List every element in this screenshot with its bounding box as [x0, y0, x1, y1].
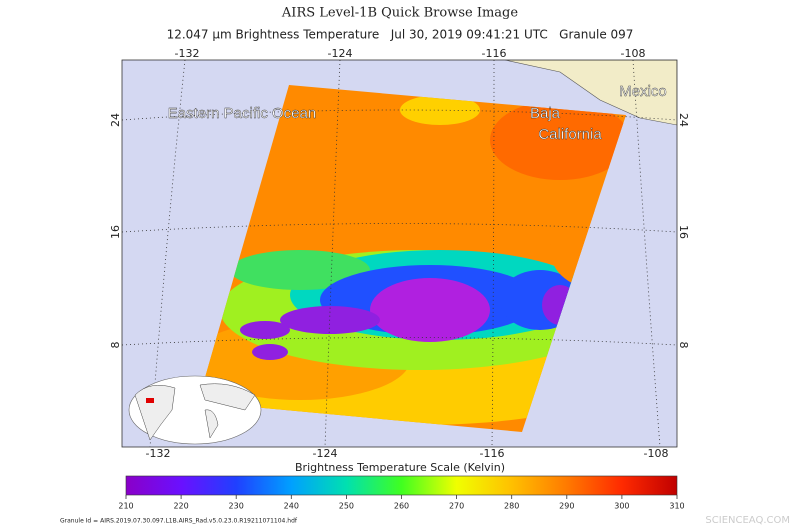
watermark: SCIENCEAQ.COM: [705, 515, 790, 526]
lon-label: -132: [175, 47, 200, 60]
colorbar-tick-label: 280: [504, 502, 519, 511]
lat-label: 8: [677, 342, 690, 349]
colorbar-tick-label: 240: [284, 502, 299, 511]
lon-label: -124: [328, 47, 353, 60]
granule-id: Granule Id = AIRS.2019.07.30.097.L1B.AIR…: [60, 518, 298, 525]
swath: [198, 85, 626, 432]
colorbar: [125, 475, 678, 496]
lon-label: -124: [313, 447, 338, 460]
colorbar-tick-label: 230: [229, 502, 244, 511]
lat-label: 16: [677, 225, 690, 239]
lon-label: -132: [146, 447, 171, 460]
colorbar-tick-label: 250: [339, 502, 354, 511]
colorbar-tick-label: 260: [394, 502, 409, 511]
lat-label: 24: [677, 113, 690, 127]
place-label: Baja: [530, 105, 561, 122]
lon-label: -108: [644, 447, 669, 460]
lon-label: -108: [621, 47, 646, 60]
lat-label: 24: [109, 113, 122, 127]
colorbar-tick-label: 290: [559, 502, 574, 511]
frame: [121, 59, 678, 448]
lat-label: 8: [109, 342, 122, 349]
colorbar-tick-label: 270: [449, 502, 464, 511]
colorbar-tick-label: 220: [173, 502, 188, 511]
place-label: California: [538, 126, 602, 143]
map: [122, 60, 677, 447]
place-label: Mexico: [619, 83, 667, 100]
colorbar-tick-label: 310: [669, 502, 684, 511]
colorbar-tick-label: 300: [614, 502, 629, 511]
title: AIRS Level-1B Quick Browse Image: [281, 6, 518, 21]
place-label: Eastern Pacific Ocean: [168, 105, 316, 122]
subtitle: 12.047 μm Brightness Temperature Jul 30,…: [167, 28, 634, 42]
lon-label: -116: [480, 447, 505, 460]
colorbar-title: Brightness Temperature Scale (Kelvin): [295, 461, 505, 474]
lon-label: -116: [482, 47, 507, 60]
lat-label: 16: [109, 225, 122, 239]
colorbar-tick-label: 210: [118, 502, 133, 511]
